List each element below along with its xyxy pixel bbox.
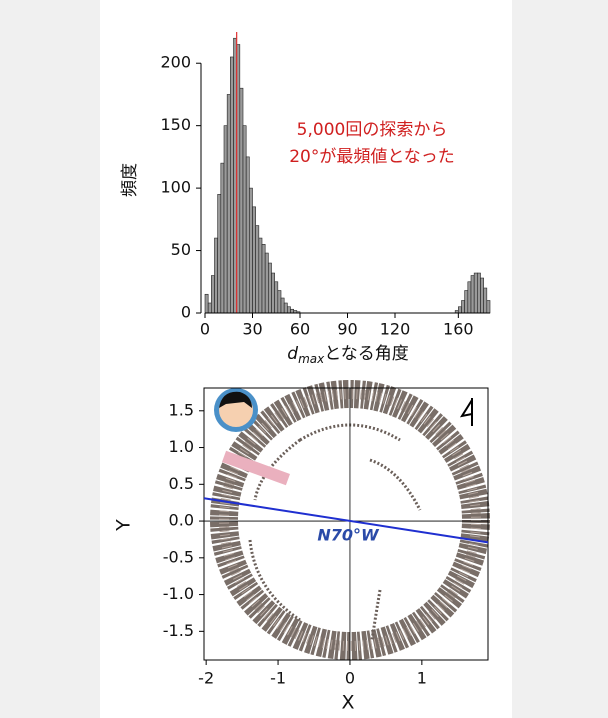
x-tick-label: 0 xyxy=(200,320,210,339)
x-tick-label: 160 xyxy=(443,320,474,339)
bar xyxy=(287,307,290,313)
x-axis-label: X xyxy=(341,692,354,714)
y-tick-label: 50 xyxy=(171,240,191,259)
x-tick-label: -1 xyxy=(270,669,286,688)
bar xyxy=(481,278,484,313)
x-tick-label: 90 xyxy=(337,320,357,339)
bar xyxy=(211,276,214,313)
bar xyxy=(205,294,208,313)
y-tick-label: -1.5 xyxy=(163,621,194,640)
y-tick-label: 0.0 xyxy=(169,511,194,530)
bar xyxy=(275,282,278,313)
y-tick-label: 100 xyxy=(160,178,191,197)
y-tick-label: 200 xyxy=(160,53,191,72)
bar xyxy=(265,253,268,313)
annotation: 20°が最頻値となった xyxy=(289,147,455,167)
x-label-symbol: d xyxy=(287,344,298,364)
bar xyxy=(243,126,246,313)
figure: 0 50 100 150 200 0 30 60 90 120 160 頻度 dmaxとなる角度 5,00… xyxy=(0,0,608,718)
y-tick-label: -1.0 xyxy=(163,584,194,603)
y-tick-label: 1.5 xyxy=(169,400,194,419)
bar xyxy=(227,94,230,313)
bar xyxy=(471,276,474,313)
bar xyxy=(218,194,221,313)
bar xyxy=(474,273,477,313)
x-tick-label: 60 xyxy=(290,320,310,339)
bar xyxy=(259,238,262,313)
bar xyxy=(215,238,218,313)
bar xyxy=(278,291,281,313)
page: 0 50 100 150 200 0 30 60 90 120 160 頻度 dmaxとなる角度 5,00… xyxy=(0,0,608,718)
x-tick-label: -2 xyxy=(198,669,214,688)
bar xyxy=(477,273,480,313)
bar xyxy=(268,263,271,313)
bar xyxy=(458,307,461,313)
bar xyxy=(240,88,243,313)
bar xyxy=(249,188,252,313)
bar xyxy=(487,301,490,313)
x-label-text: となる角度 xyxy=(324,344,409,364)
bar xyxy=(291,309,294,313)
y-tick-label: 150 xyxy=(160,115,191,134)
bar xyxy=(221,163,224,313)
annotation: N70°W xyxy=(317,526,380,545)
y-tick-label: -0.5 xyxy=(163,547,194,566)
bar xyxy=(462,301,465,313)
bar xyxy=(246,157,249,313)
bar xyxy=(281,298,284,313)
bar xyxy=(484,288,487,313)
bar xyxy=(284,303,287,313)
x-tick-label: 0 xyxy=(345,669,355,688)
y-tick-label: 1.0 xyxy=(169,437,194,456)
bar xyxy=(253,207,256,313)
x-tick-label: 1 xyxy=(417,669,427,688)
annotation: 5,000回の探索から xyxy=(297,120,448,140)
x-tick-label: 30 xyxy=(242,320,262,339)
x-tick-label: 120 xyxy=(380,320,411,339)
bar xyxy=(256,226,259,313)
y-tick-label: 0.5 xyxy=(169,474,194,493)
bar xyxy=(272,273,275,313)
bar xyxy=(465,291,468,313)
bar xyxy=(468,282,471,313)
bar xyxy=(208,303,211,313)
x-label-subscript: max xyxy=(298,352,325,366)
avatar xyxy=(214,388,258,432)
bar xyxy=(262,244,265,313)
y-axis-label: 頻度 xyxy=(120,163,140,197)
bar xyxy=(230,57,233,313)
bar xyxy=(224,126,227,313)
y-tick-label: 0 xyxy=(181,303,191,322)
y-axis-label: Y xyxy=(113,519,135,532)
